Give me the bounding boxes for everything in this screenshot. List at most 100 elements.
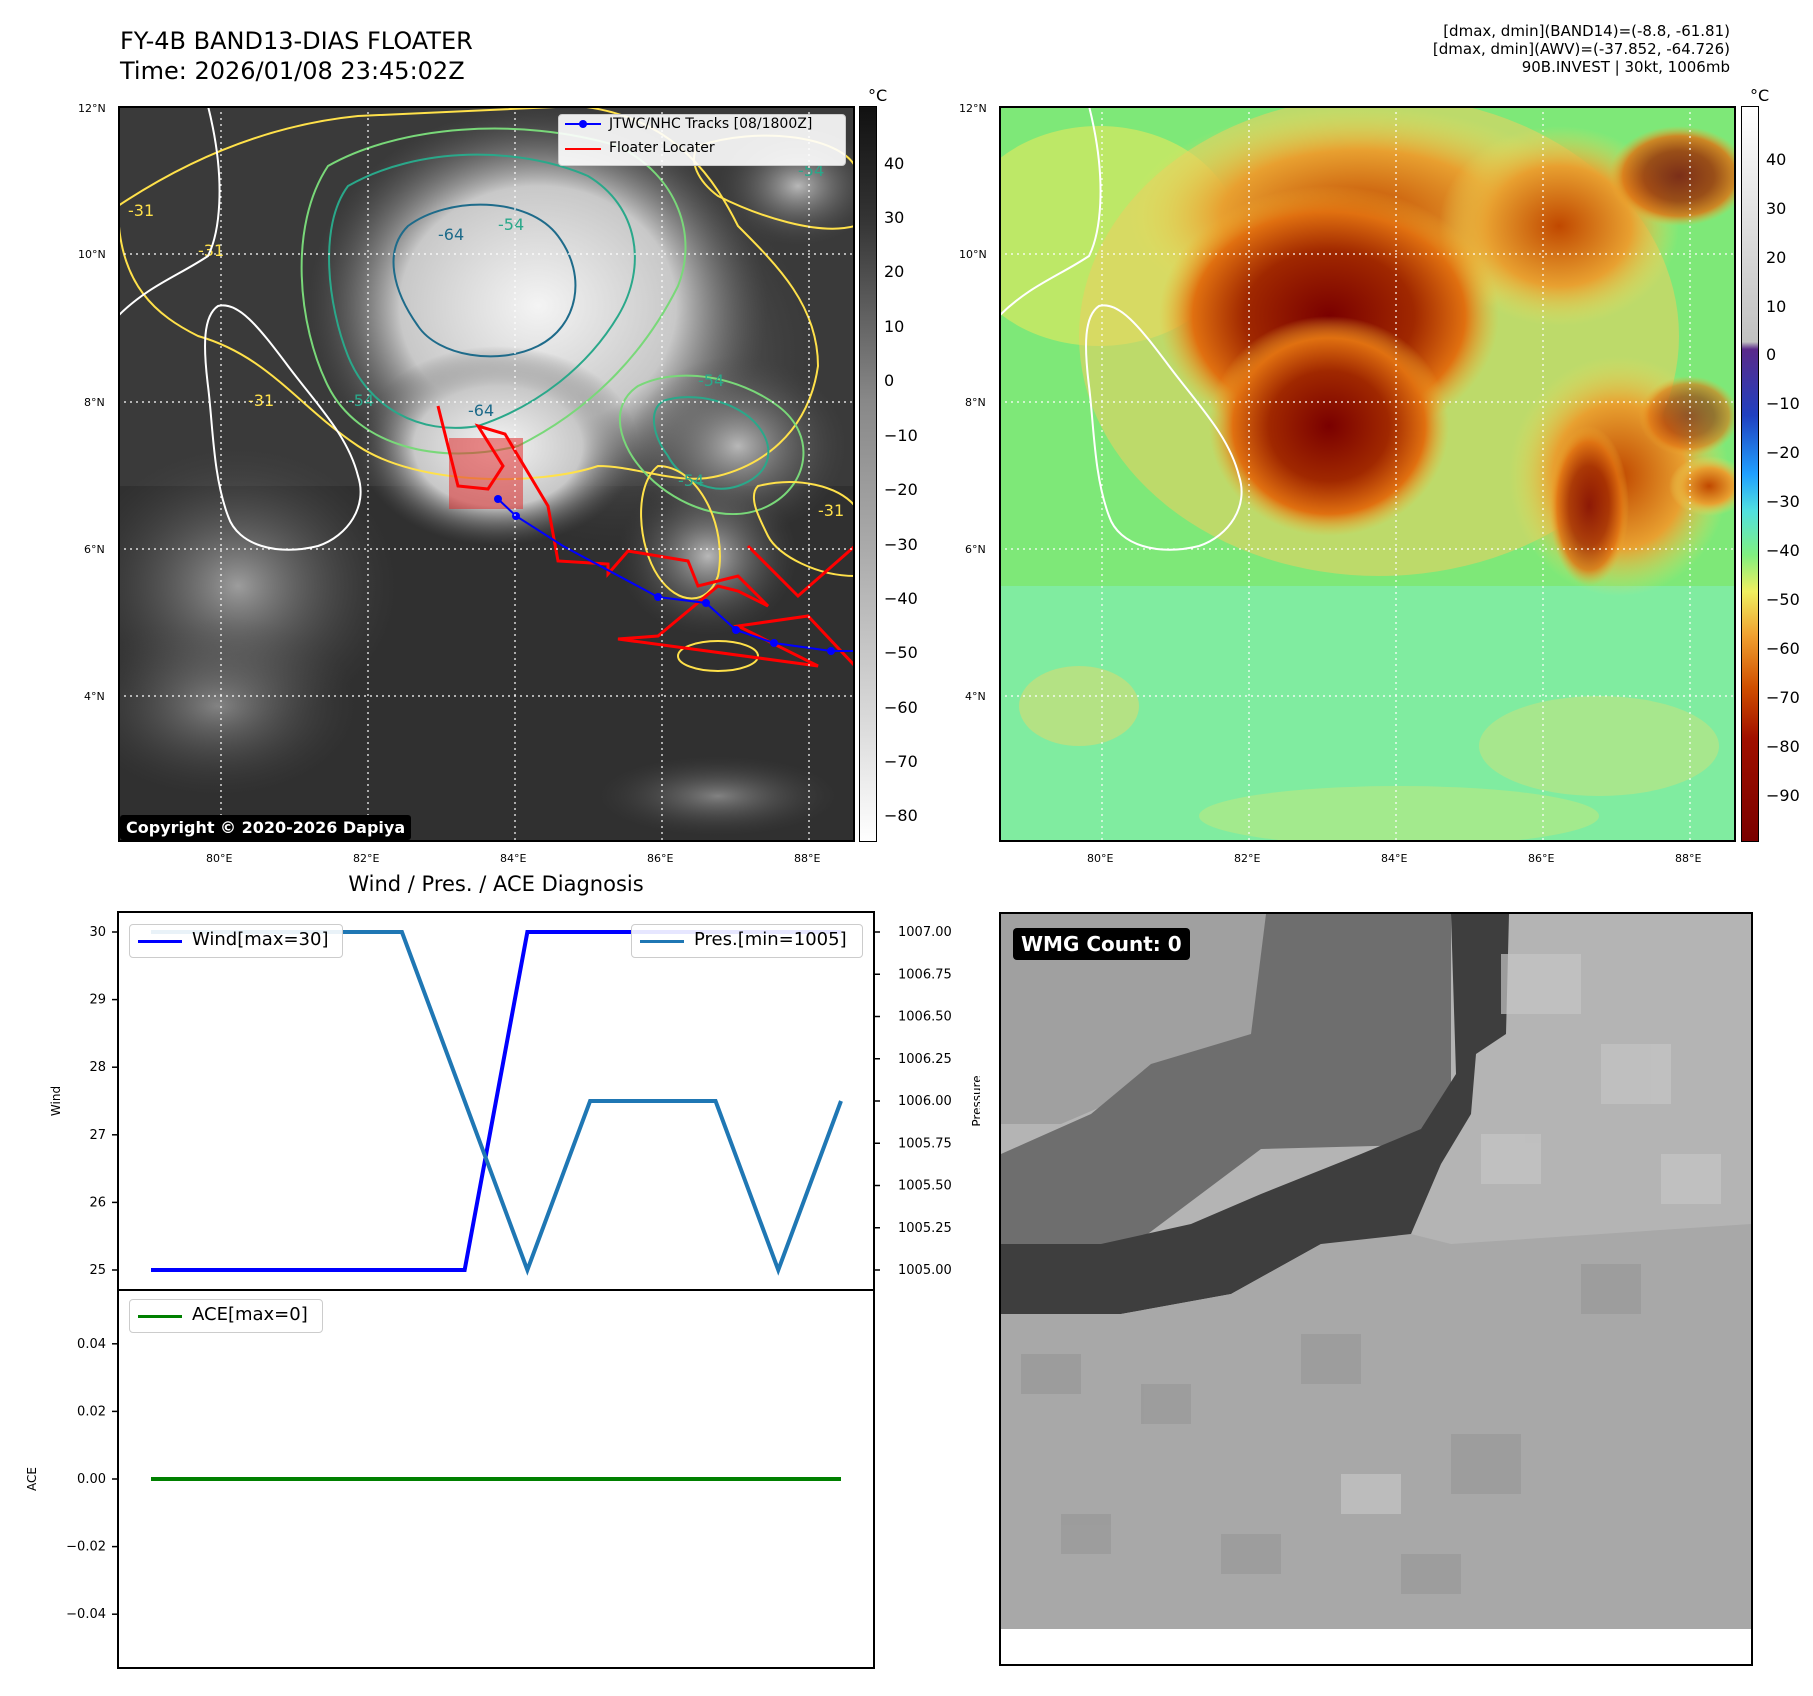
wmg-panel: WMG Count: 0 — [999, 912, 1753, 1666]
title-time: Time: 2026/01/08 23:45:02Z — [120, 57, 465, 85]
contour-label: -31 — [248, 391, 274, 410]
colorbar-tick: 30 — [884, 208, 905, 227]
info-band14-range: [dmax, dmin](BAND14)=(-8.8, -61.81) — [1443, 22, 1730, 40]
copyright-badge: Copyright © 2020-2026 Dapiya — [120, 815, 412, 840]
colorbar-tick: 20 — [1766, 248, 1787, 267]
colorbar-tick: 40 — [884, 154, 905, 173]
pressure-axis-label: Pressure — [970, 1075, 980, 1126]
lat-label: 4°N — [965, 690, 986, 703]
pressure-ytick-label: 1005.50 — [898, 1179, 952, 1194]
lon-label: 86°E — [1528, 852, 1555, 865]
lat-label: 8°N — [84, 396, 105, 409]
pressure-ytick-label: 1005.25 — [898, 1221, 952, 1236]
contour-label: -31 — [818, 501, 844, 520]
colorbar-tick: −80 — [1766, 737, 1800, 756]
wind-axis-label: Wind — [49, 1086, 63, 1116]
wind-series-line — [151, 930, 841, 1272]
legend-floater-line — [565, 148, 601, 150]
pressure-legend-label: Pres.[min=1005] — [694, 929, 847, 950]
wind-ytick-label: 30 — [89, 925, 106, 940]
lon-label: 86°E — [647, 852, 674, 865]
colorbar-tick: −40 — [1766, 541, 1800, 560]
pressure-ytick-label: 1006.25 — [898, 1052, 952, 1067]
diag-title: Wind / Pres. / ACE Diagnosis — [348, 872, 644, 896]
colorbar-tick: −20 — [884, 480, 918, 499]
ace-axis-label: ACE — [25, 1467, 39, 1491]
map-gridlines — [999, 106, 1736, 842]
lon-label: 84°E — [500, 852, 527, 865]
figure-title: FY-4B BAND13-DIAS FLOATER Time: 2026/01/… — [120, 26, 473, 86]
pressure-ytick-label: 1006.75 — [898, 967, 952, 982]
wmg-image — [1001, 914, 1751, 1664]
contour-minus64 — [392, 203, 577, 358]
info-storm-status: 90B.INVEST | 30kt, 1006mb — [1521, 58, 1730, 76]
colorbar-tick: −50 — [1766, 590, 1800, 609]
pressure-ytick-label: 1007.00 — [898, 925, 952, 940]
storm-info: [dmax, dmin](BAND14)=(-8.8, -61.81) [dma… — [1433, 22, 1730, 76]
colorbar-tick: 0 — [1766, 345, 1777, 364]
contour-label: -31 — [128, 201, 154, 220]
ace-subplot: 0.04 0.02 0.00 −0.02 −0.04 ACE — [25, 1289, 875, 1669]
lon-label: 84°E — [1381, 852, 1408, 865]
pressure-legend: Pres.[min=1005] — [631, 924, 863, 958]
colorbar-tick: −60 — [884, 698, 918, 717]
contour-minus54 — [328, 153, 636, 429]
lon-label: 82°E — [1234, 852, 1261, 865]
color-colorbar-unit: °C — [1750, 86, 1770, 105]
colorbar-tick: 20 — [884, 262, 905, 281]
floater-path — [436, 405, 857, 668]
contour-label: -54 — [698, 371, 724, 390]
contour-minus54-outer — [300, 127, 687, 455]
lat-label: 6°N — [84, 543, 105, 556]
ace-ytick-label: 0.02 — [77, 1404, 106, 1419]
wind-legend-line — [138, 940, 182, 943]
colorbar-tick: −20 — [1766, 443, 1800, 462]
pressure-ytick-label: 1006.50 — [898, 1010, 952, 1025]
wind-pressure-subplot: 25 26 27 28 29 30 1005.00 1005.25 1005.50 1005.75… — [49, 911, 980, 1291]
pressure-ytick-label: 1005.00 — [898, 1263, 952, 1278]
ace-legend-line — [138, 1315, 182, 1318]
wind-ytick-label: 25 — [89, 1263, 106, 1278]
coastline-india — [998, 105, 1102, 317]
colorbar-tick: 0 — [884, 371, 895, 390]
lon-label: 88°E — [794, 852, 821, 865]
colorbar-tick: 10 — [884, 317, 905, 336]
ir-colorbar — [859, 106, 877, 842]
floater-box — [449, 438, 523, 509]
ace-legend: ACE[max=0] — [129, 1299, 323, 1333]
color-ir-map-svg — [959, 96, 1749, 846]
track-legend: JTWC/NHC Tracks [08/1800Z] Floater Locat… — [558, 114, 846, 166]
wind-ytick-label: 27 — [89, 1128, 106, 1143]
contour-label: -64 — [468, 401, 494, 420]
wind-ytick-label: 29 — [89, 993, 106, 1008]
colorbar-tick: −70 — [884, 752, 918, 771]
contour-label: -54 — [678, 471, 704, 490]
colorbar-tick: 40 — [1766, 150, 1787, 169]
lon-label: 88°E — [1675, 852, 1702, 865]
pressure-ytick-label: 1006.00 — [898, 1094, 952, 1109]
colorbar-tick: −30 — [1766, 492, 1800, 511]
wind-ytick-label: 28 — [89, 1060, 106, 1075]
colorbar-tick: 10 — [1766, 297, 1787, 316]
lat-label: 10°N — [78, 248, 106, 261]
lat-label: 4°N — [84, 690, 105, 703]
coastline-india — [117, 105, 221, 317]
colorbar-tick: −10 — [1766, 394, 1800, 413]
lat-label: 8°N — [965, 396, 986, 409]
colorbar-tick: −80 — [884, 806, 918, 825]
legend-floater-label: Floater Locater — [609, 140, 715, 156]
ir-colorbar-unit: °C — [868, 86, 888, 105]
contour-label: -54 — [348, 391, 374, 410]
ir-map-svg: -64 -64 -54 -54 -54 -54 -54 -31 -31 -31 … — [78, 104, 878, 842]
lat-label: 10°N — [959, 248, 987, 261]
colorbar-tick: −40 — [884, 589, 918, 608]
ace-ytick-label: −0.04 — [66, 1607, 106, 1622]
title-product: FY-4B BAND13-DIAS FLOATER — [120, 27, 473, 55]
lon-label: 80°E — [206, 852, 233, 865]
ir-map-panel: -64 -64 -54 -54 -54 -54 -54 -31 -31 -31 … — [78, 104, 878, 842]
coastline-sri-lanka — [1085, 304, 1243, 551]
coastline-sri-lanka — [204, 304, 362, 551]
color-ir-map-panel — [959, 96, 1749, 846]
colorbar-tick: −50 — [884, 643, 918, 662]
ace-legend-label: ACE[max=0] — [192, 1304, 308, 1325]
